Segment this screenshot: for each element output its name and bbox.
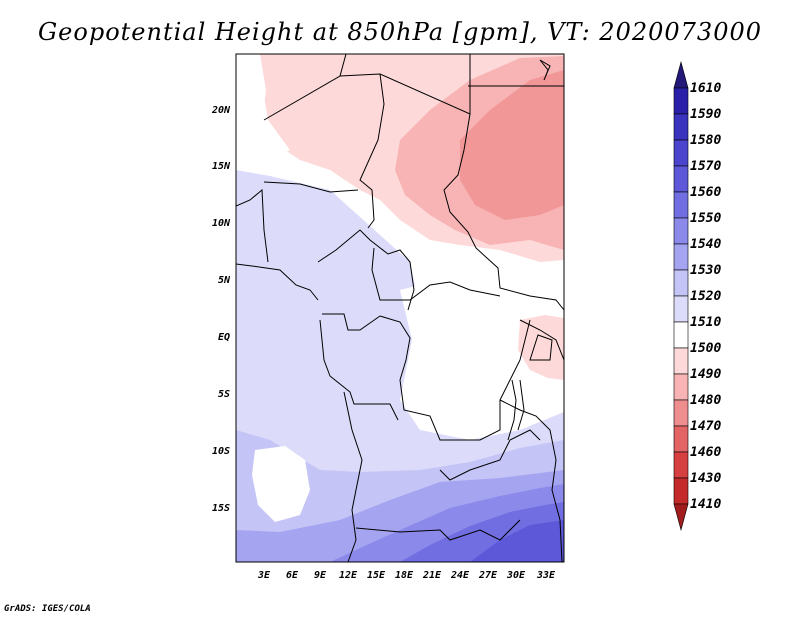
lon-label: 18E: [395, 570, 414, 581]
colorbar-label: 1460: [690, 445, 721, 460]
colorbar-box: [673, 139, 689, 167]
colorbar-box: [673, 191, 689, 219]
colorbar-bottom-arrow: [673, 503, 689, 532]
colorbar-label: 1580: [690, 133, 721, 148]
lat-label: 20N: [211, 105, 231, 116]
colorbar-label: 1570: [690, 159, 721, 174]
lon-label: 9E: [314, 570, 327, 581]
lon-label: 30E: [506, 570, 526, 581]
colorbar-label: 1560: [690, 185, 721, 200]
colorbar-label: 1610: [690, 81, 721, 96]
colorbar-box: [673, 373, 689, 401]
colorbar-label: 1490: [690, 367, 721, 382]
lat-label: 5S: [218, 389, 230, 400]
colorbar-box: [673, 321, 689, 349]
colorbar-label: 1470: [690, 419, 721, 434]
colorbar-box: [673, 477, 689, 505]
colorbar-top-arrow: [673, 60, 689, 89]
lat-label: 10S: [212, 446, 230, 457]
lon-label: 33E: [536, 570, 556, 581]
colorbar-box: [673, 347, 689, 375]
lat-axis: 20N 15N 10N 5N EQ 5S 10S 15S: [211, 105, 231, 514]
lon-label: 21E: [422, 570, 442, 581]
colorbar-label: 1480: [690, 393, 721, 408]
colorbar-label: 1530: [690, 263, 721, 278]
colorbar-box: [673, 295, 689, 323]
colorbar-label: 1410: [690, 497, 721, 512]
lat-label: EQ: [218, 332, 230, 343]
lat-label: 5N: [218, 275, 231, 286]
colorbar-label: 1500: [690, 341, 721, 356]
colorbar-box: [673, 399, 689, 427]
colorbar-box: [673, 451, 689, 479]
colorbar: 1610 1590 1580 1570 1560 1550 1540 1530 …: [673, 60, 721, 532]
grads-credit: GrADS: IGES/COLA: [4, 604, 91, 614]
lat-label: 10N: [212, 218, 231, 229]
lat-label: 15S: [212, 503, 230, 514]
colorbar-box: [673, 165, 689, 193]
lon-label: 27E: [478, 570, 498, 581]
map-frame: [235, 53, 565, 563]
colorbar-box: [673, 243, 689, 271]
lat-label: 15N: [212, 161, 231, 172]
colorbar-box: [673, 269, 689, 297]
lon-label: 24E: [450, 570, 470, 581]
lon-label: 15E: [367, 570, 386, 581]
colorbar-label: 1590: [690, 107, 721, 122]
colorbar-label: 1510: [690, 315, 721, 330]
height-field: [236, 54, 564, 562]
colorbar-box: [673, 113, 689, 141]
lon-label: 6E: [286, 570, 299, 581]
country-borders: [236, 54, 564, 562]
colorbar-label: 1520: [690, 289, 721, 304]
colorbar-box: [673, 217, 689, 245]
colorbar-box: [673, 425, 689, 453]
colorbar-label: 1430: [690, 471, 721, 486]
lon-axis: 3E 6E 9E 12E 15E 18E 21E 24E 27E 30E 33E: [257, 570, 556, 581]
colorbar-label: 1550: [690, 211, 721, 226]
chart-title: Geopotential Height at 850hPa [gpm], VT:…: [38, 18, 762, 46]
lon-label: 3E: [257, 570, 271, 581]
lon-label: 12E: [339, 570, 358, 581]
colorbar-box: [673, 87, 689, 115]
colorbar-label: 1540: [690, 237, 721, 252]
